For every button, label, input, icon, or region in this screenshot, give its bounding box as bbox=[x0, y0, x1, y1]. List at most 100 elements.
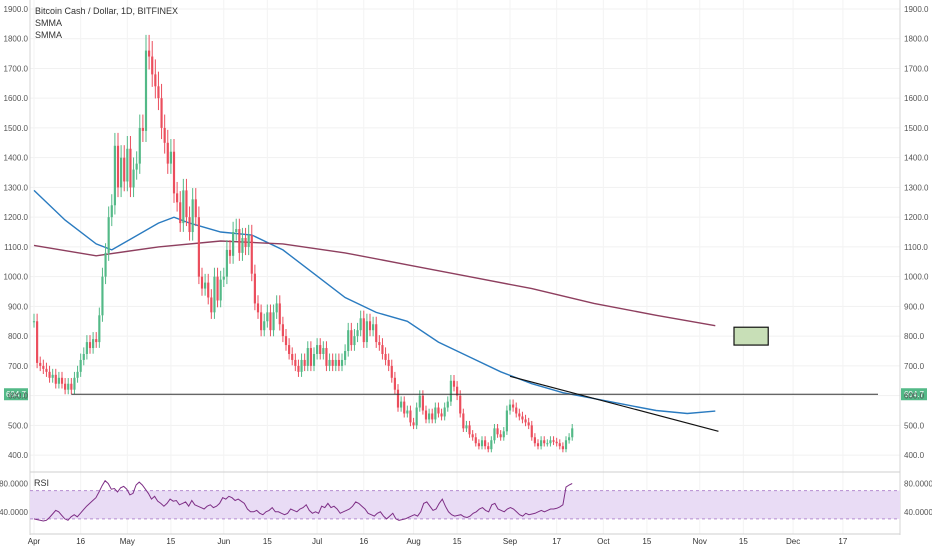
candle-body bbox=[120, 157, 123, 188]
candle-body bbox=[471, 434, 474, 438]
candle-body bbox=[319, 345, 322, 354]
candle-body bbox=[260, 312, 263, 331]
candle-body bbox=[204, 282, 207, 289]
candle-body bbox=[474, 437, 477, 444]
candle-body bbox=[415, 407, 418, 426]
x-tick-label: Dec bbox=[786, 537, 800, 546]
candle-body bbox=[129, 148, 132, 188]
candle-body bbox=[396, 389, 400, 408]
candle-body bbox=[546, 443, 549, 445]
candle-body bbox=[568, 437, 571, 441]
candle-body bbox=[372, 324, 375, 331]
candle-body bbox=[126, 148, 129, 182]
candle-body bbox=[325, 348, 328, 366]
price-label-left-bg bbox=[4, 388, 28, 401]
candle-body bbox=[443, 407, 446, 417]
indicator-label-smma-2: SMMA bbox=[35, 30, 62, 40]
candle-body bbox=[185, 190, 188, 218]
candle-body bbox=[228, 249, 232, 256]
x-tick-label: Jul bbox=[312, 537, 322, 546]
legend: Bitcoin Cash / Dollar, 1D, BITFINEX SMMA… bbox=[35, 5, 178, 41]
candle-body bbox=[465, 425, 468, 429]
price-tick-left: 1200.0 bbox=[4, 213, 29, 222]
candle-body bbox=[459, 395, 462, 414]
candle-body bbox=[284, 336, 288, 346]
price-tick-left: 700.0 bbox=[8, 362, 29, 371]
x-tick-label: 17 bbox=[552, 537, 561, 546]
x-tick-label: Oct bbox=[597, 537, 610, 546]
trendline bbox=[509, 375, 719, 432]
candle-body bbox=[477, 443, 480, 447]
candle-body bbox=[210, 297, 213, 313]
candle-body bbox=[480, 440, 484, 447]
candle-body bbox=[409, 410, 412, 423]
candle-body bbox=[48, 371, 51, 378]
price-tick-right: 1500.0 bbox=[904, 124, 929, 133]
candle-body bbox=[288, 345, 291, 354]
price-tick-right: 1900.0 bbox=[904, 5, 929, 14]
x-tick-label: Sep bbox=[503, 537, 518, 546]
candle-body bbox=[564, 440, 568, 450]
price-tick-right: 1300.0 bbox=[904, 183, 929, 192]
candle-body bbox=[378, 342, 381, 346]
candle-body bbox=[169, 151, 172, 164]
candle-body bbox=[437, 407, 440, 414]
candle-body bbox=[487, 446, 490, 450]
price-tick-right: 1600.0 bbox=[904, 94, 929, 103]
candle-body bbox=[176, 193, 179, 203]
price-tick-left: 1300.0 bbox=[4, 183, 29, 192]
price-tick-right: 600.0 bbox=[904, 392, 925, 401]
candle-body bbox=[110, 205, 113, 218]
candle-body bbox=[216, 276, 219, 301]
candle-body bbox=[197, 217, 200, 277]
candle-body bbox=[390, 365, 393, 378]
target-zone-box bbox=[733, 326, 769, 346]
chart-title: Bitcoin Cash / Dollar, 1D, BITFINEX bbox=[35, 6, 179, 16]
x-axis: Apr 16 May 15 Jun 15 Jul 16 Aug 15 Sep 17 Oct 15 Nov 15… bbox=[28, 537, 848, 546]
candle-body bbox=[530, 425, 533, 438]
candle-body bbox=[73, 377, 76, 390]
candle-body bbox=[484, 440, 487, 447]
candle-body bbox=[558, 443, 561, 447]
candle-body bbox=[219, 279, 222, 301]
candle-body bbox=[244, 237, 247, 247]
candle-body bbox=[555, 441, 558, 444]
price-tick-left: 500.0 bbox=[8, 421, 29, 430]
candle-body bbox=[138, 127, 141, 164]
candle-body bbox=[303, 359, 306, 366]
candle-body bbox=[225, 249, 228, 277]
x-tick-label: 16 bbox=[359, 537, 368, 546]
price-tick-left: 900.0 bbox=[8, 302, 29, 311]
candle-body bbox=[359, 318, 362, 331]
candle-body bbox=[384, 353, 387, 360]
candle-body bbox=[549, 440, 552, 444]
candle-body bbox=[113, 145, 116, 206]
candle-body bbox=[278, 303, 281, 325]
candle-body bbox=[362, 318, 365, 343]
chart-panes bbox=[29, 0, 901, 535]
candle-body bbox=[490, 440, 493, 450]
candle-body bbox=[446, 401, 449, 408]
candle-body bbox=[79, 359, 82, 372]
candle-body bbox=[309, 348, 312, 366]
rsi-line bbox=[33, 479, 573, 522]
candles bbox=[32, 34, 574, 453]
candle-body bbox=[518, 413, 521, 417]
rsi-band bbox=[30, 490, 900, 519]
grid bbox=[30, 0, 900, 534]
candle-body bbox=[337, 359, 340, 366]
candle-body bbox=[135, 163, 138, 170]
x-tick-label: 15 bbox=[642, 537, 651, 546]
price-tick-right: 400.0 bbox=[904, 451, 925, 460]
x-tick-label: Jun bbox=[217, 537, 230, 546]
candle-body bbox=[160, 98, 163, 128]
candle-body bbox=[42, 365, 45, 369]
candle-body bbox=[561, 446, 564, 450]
candle-body bbox=[269, 312, 272, 331]
candle-body bbox=[412, 422, 415, 426]
x-tick-label: 16 bbox=[76, 537, 85, 546]
price-tick-right: 900.0 bbox=[904, 302, 925, 311]
x-tick-label: May bbox=[120, 537, 135, 546]
candle-body bbox=[64, 383, 67, 390]
price-tick-left: 1900.0 bbox=[4, 5, 29, 14]
